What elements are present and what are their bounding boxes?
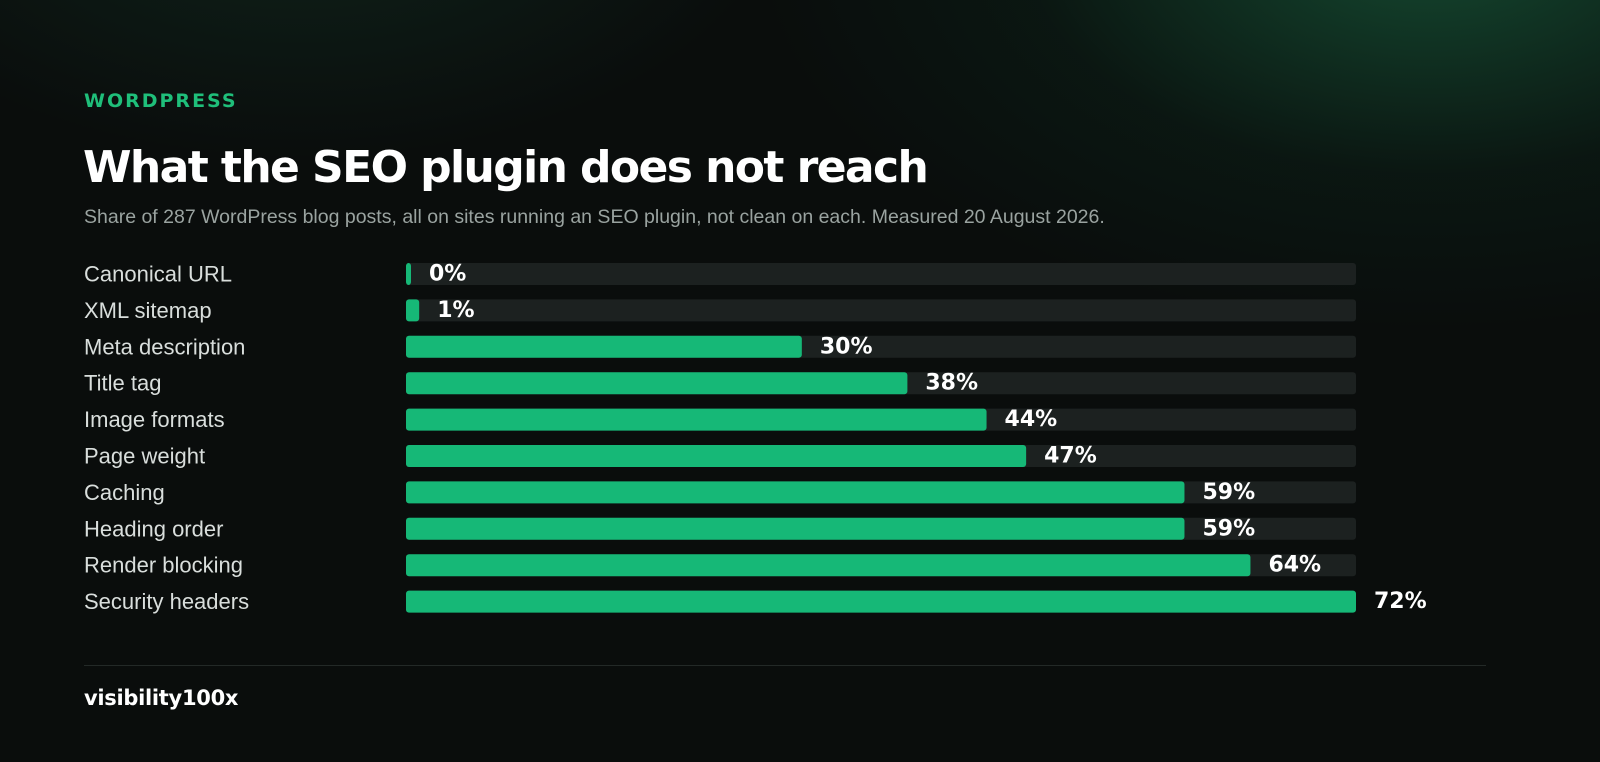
category-label: Canonical URL — [84, 262, 232, 287]
bar — [406, 372, 908, 395]
category-label: Image formats — [84, 407, 225, 432]
value-label: 44% — [1005, 407, 1058, 432]
category-label: Heading order — [84, 516, 223, 541]
bar-track — [406, 263, 1356, 285]
footer-divider — [84, 665, 1486, 666]
value-label: 59% — [1202, 516, 1255, 541]
value-label: 47% — [1044, 444, 1097, 469]
bar-chart: Canonical URL 0% XML sitemap 1% Meta descrip… — [84, 262, 1427, 615]
category-label: Page weight — [84, 444, 205, 469]
category-label: Title tag — [84, 371, 161, 396]
bar-track — [406, 299, 1356, 322]
value-label: 64% — [1268, 553, 1321, 578]
value-label: 30% — [820, 334, 873, 359]
bar — [406, 263, 411, 285]
chart-subtitle: Share of 287 WordPress blog posts, all o… — [84, 206, 1105, 228]
category-label: XML sitemap — [84, 298, 212, 323]
bar — [406, 590, 1356, 613]
category-label: Security headers — [84, 589, 249, 614]
value-label: 0% — [429, 262, 466, 287]
brand-logo-text: visibility100x — [84, 686, 239, 710]
eyebrow-label: WORDPRESS — [84, 90, 238, 112]
bar — [406, 335, 802, 358]
bar — [406, 299, 420, 322]
category-label: Meta description — [84, 334, 245, 359]
bar — [406, 408, 987, 431]
bar — [406, 554, 1251, 577]
value-label: 38% — [925, 371, 978, 396]
value-label: 72% — [1374, 589, 1427, 614]
value-label: 1% — [437, 298, 474, 323]
bar — [406, 481, 1185, 504]
value-label: 59% — [1202, 480, 1255, 505]
bar — [406, 517, 1185, 540]
bar — [406, 445, 1027, 467]
category-label: Caching — [84, 480, 165, 505]
page-title: What the SEO plugin does not reach — [83, 142, 929, 193]
category-label: Render blocking — [84, 553, 243, 578]
